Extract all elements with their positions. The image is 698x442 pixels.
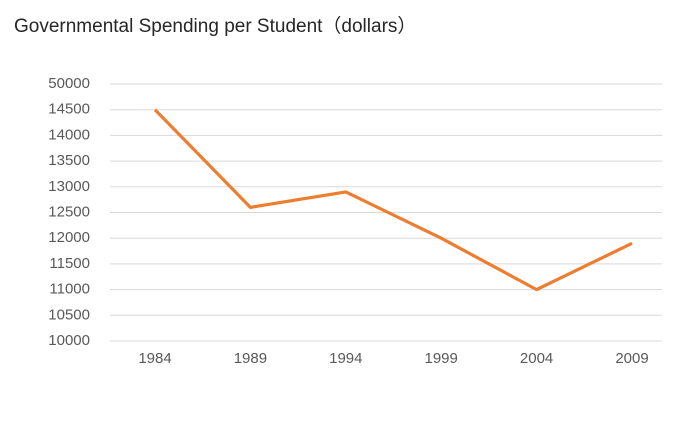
chart-title: Governmental Spending per Student（dollar… (14, 15, 416, 37)
y-tick-label: 13500 (48, 152, 90, 169)
y-tick-label: 14500 (48, 101, 90, 118)
x-tick-label: 1999 (425, 350, 458, 367)
y-tick-label: 14000 (48, 126, 90, 143)
y-tick-label: 10500 (48, 306, 90, 323)
x-tick-label: 2004 (520, 350, 553, 367)
x-tick-label: 1989 (234, 350, 267, 367)
y-tick-label: 13000 (48, 178, 90, 195)
y-tick-label: 12500 (48, 203, 90, 220)
y-tick-label: 50000 (48, 75, 90, 92)
x-tick-label: 1984 (138, 350, 171, 367)
y-tick-label: 11500 (49, 255, 90, 272)
x-tick-label: 1994 (329, 350, 362, 367)
y-tick-label: 10000 (48, 332, 90, 349)
y-tick-label: 12000 (48, 229, 90, 246)
x-tick-label: 2009 (615, 350, 648, 367)
line (153, 108, 633, 292)
y-tick-label: 11000 (49, 281, 90, 298)
